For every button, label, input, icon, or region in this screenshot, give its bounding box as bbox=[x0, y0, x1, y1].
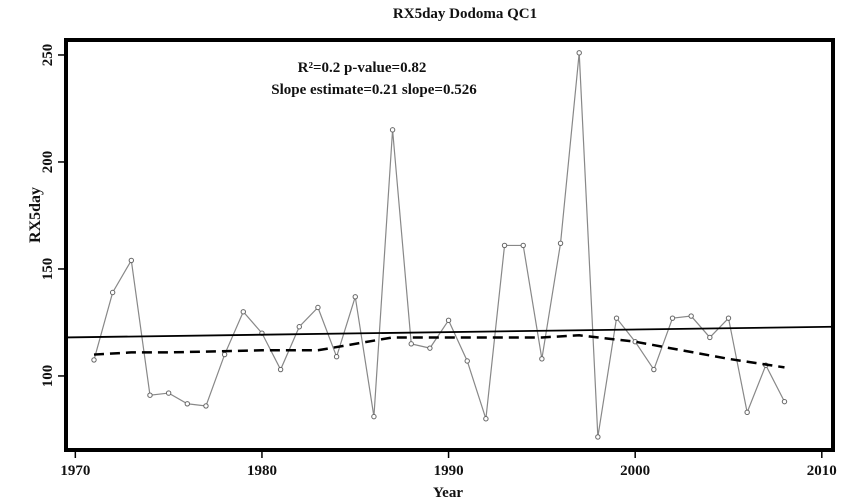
x-tick-label: 2010 bbox=[807, 463, 837, 479]
data-point bbox=[595, 434, 601, 440]
plot-frame bbox=[64, 38, 835, 452]
data-point bbox=[147, 392, 153, 398]
y-tick-label: 200 bbox=[40, 151, 56, 174]
x-tick-label: 1980 bbox=[247, 463, 277, 479]
data-point bbox=[277, 366, 284, 373]
data-point bbox=[203, 403, 209, 409]
annotation: Slope estimate=0.21 slope=0.526 bbox=[271, 82, 477, 98]
data-point bbox=[688, 313, 694, 319]
data-point bbox=[184, 401, 191, 407]
series-line bbox=[65, 325, 834, 339]
data-point bbox=[520, 242, 526, 249]
y-tick-label: 150 bbox=[40, 258, 56, 281]
data-point bbox=[501, 242, 508, 249]
data-point bbox=[576, 50, 582, 56]
data-point bbox=[445, 317, 452, 324]
series-line bbox=[93, 52, 786, 438]
data-point bbox=[240, 309, 246, 315]
data-point bbox=[315, 304, 321, 311]
x-axis-label: Year bbox=[433, 485, 463, 501]
data-point bbox=[669, 315, 676, 321]
data-point bbox=[296, 324, 302, 330]
data-point bbox=[109, 289, 116, 296]
data-point bbox=[483, 416, 489, 422]
y-axis-label: RX5day bbox=[27, 187, 44, 243]
y-tick-label: 100 bbox=[40, 365, 56, 388]
data-point bbox=[613, 315, 620, 321]
x-tick-label: 1970 bbox=[60, 463, 90, 479]
data-point bbox=[352, 294, 358, 300]
x-tick-label: 1990 bbox=[434, 463, 464, 479]
series-line bbox=[93, 334, 785, 369]
data-point bbox=[165, 390, 172, 396]
data-point bbox=[221, 351, 228, 358]
data-point bbox=[781, 398, 788, 405]
data-point bbox=[725, 315, 732, 321]
data-point bbox=[464, 358, 470, 364]
data-point bbox=[389, 127, 396, 133]
data-point bbox=[371, 413, 377, 420]
data-point bbox=[427, 345, 433, 351]
data-point bbox=[744, 409, 750, 416]
data-point bbox=[651, 366, 657, 373]
y-tick-label: 250 bbox=[40, 44, 56, 67]
chart-title: RX5day Dodoma QC1 bbox=[393, 6, 537, 22]
data-point bbox=[707, 334, 713, 341]
x-tick-label: 2000 bbox=[620, 463, 650, 479]
data-point bbox=[539, 356, 545, 362]
data-point bbox=[91, 357, 97, 363]
annotation: R²=0.2 p-value=0.82 bbox=[298, 60, 427, 76]
data-point bbox=[333, 354, 340, 360]
data-point bbox=[408, 341, 414, 347]
data-point bbox=[557, 240, 564, 246]
data-point bbox=[128, 257, 135, 264]
